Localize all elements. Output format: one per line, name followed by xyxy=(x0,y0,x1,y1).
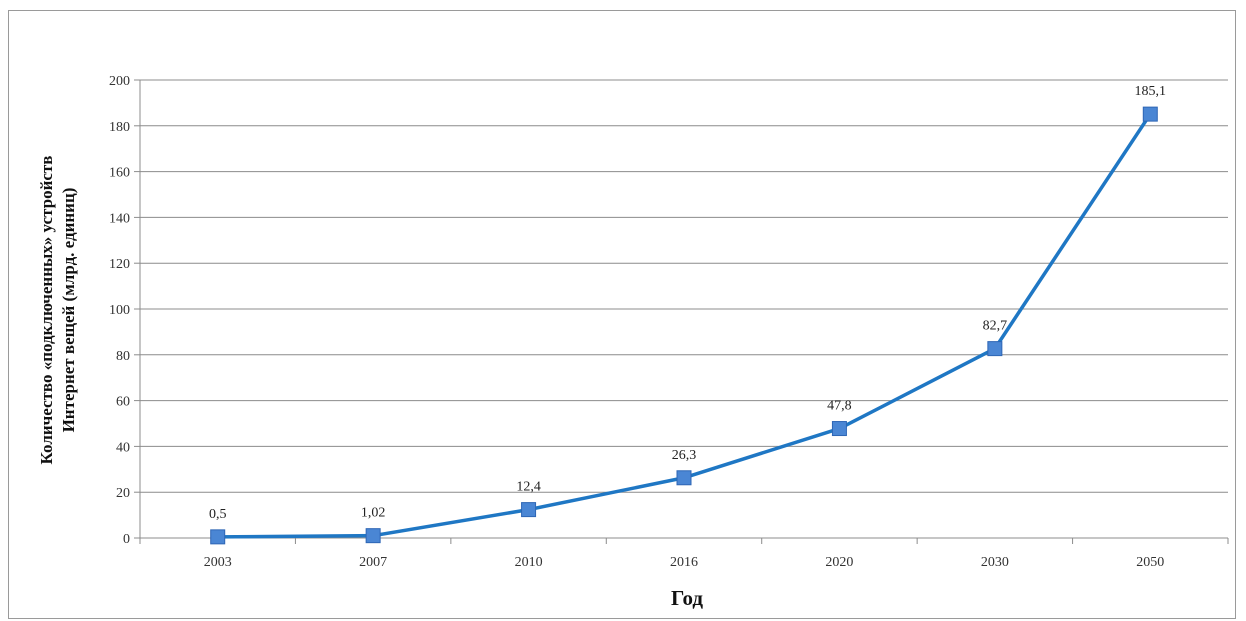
x-tick-label: 2010 xyxy=(515,555,543,570)
x-tick-label: 2030 xyxy=(981,555,1009,570)
chart-frame xyxy=(8,10,1236,619)
y-tick-label: 60 xyxy=(116,395,130,410)
y-tick-labels: 0 20 40 60 80 100 120 140 160 180 200 xyxy=(109,74,130,547)
x-axis-title: Год xyxy=(671,586,703,610)
y-tick-label: 0 xyxy=(123,532,130,547)
x-tick-label: 2007 xyxy=(359,555,387,570)
data-labels: 0,5 1,02 12,4 26,3 47,8 82,7 185,1 xyxy=(209,84,1166,522)
x-tick-labels: 2003 2007 2010 2016 2020 2030 2050 xyxy=(204,555,1165,570)
data-point xyxy=(210,529,226,545)
y-tick-label: 160 xyxy=(109,166,130,181)
data-label: 12,4 xyxy=(516,480,541,495)
gridlines xyxy=(140,79,1228,493)
data-point xyxy=(676,470,692,486)
data-point xyxy=(521,502,537,518)
x-tick-label: 2003 xyxy=(204,555,232,570)
x-tick-label: 2020 xyxy=(825,555,853,570)
x-tick-label: 2050 xyxy=(1136,555,1164,570)
data-label: 82,7 xyxy=(983,319,1008,334)
y-tick-label: 180 xyxy=(109,120,130,135)
data-point xyxy=(365,528,381,544)
y-tick-label: 80 xyxy=(116,349,130,364)
y-tick-label: 40 xyxy=(116,440,130,455)
y-axis-title-line1: Количество «подключенных» устройств xyxy=(37,156,56,465)
y-tick-label: 200 xyxy=(109,74,130,89)
y-axis-title-line2: Интернет вещей (млрд. единиц) xyxy=(59,188,78,433)
data-point xyxy=(831,421,847,437)
data-point xyxy=(1142,106,1158,122)
data-label: 185,1 xyxy=(1135,84,1167,99)
data-label: 26,3 xyxy=(672,448,697,463)
data-markers xyxy=(210,106,1158,545)
y-tick-label: 20 xyxy=(116,486,130,501)
x-tick-label: 2016 xyxy=(670,555,698,570)
y-tick-label: 120 xyxy=(109,257,130,272)
data-point xyxy=(987,341,1003,357)
data-label: 47,8 xyxy=(827,399,852,414)
y-tick-label: 100 xyxy=(109,303,130,318)
axes xyxy=(134,79,1229,544)
data-label: 0,5 xyxy=(209,507,227,522)
y-tick-label: 140 xyxy=(109,211,130,226)
data-label: 1,02 xyxy=(361,506,386,521)
